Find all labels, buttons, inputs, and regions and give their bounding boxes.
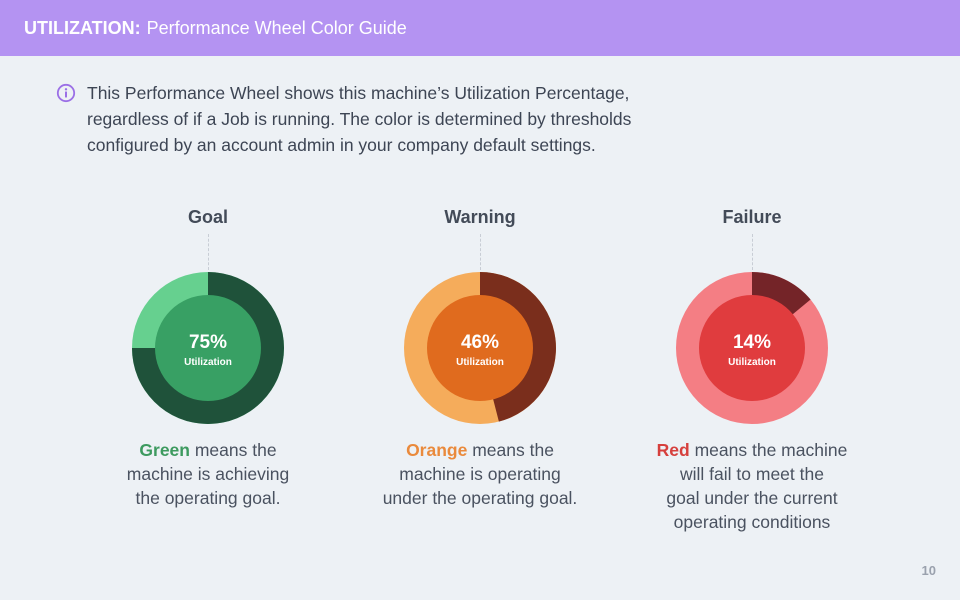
wheel-percent: 14% [733, 332, 771, 353]
performance-wheel-warning: 46% Utilization [404, 272, 556, 424]
wheel-center [427, 295, 533, 401]
info-icon [56, 83, 76, 103]
performance-wheel-goal: 75% Utilization [132, 272, 284, 424]
info-text-line: configured by an account admin in your c… [87, 135, 596, 155]
desc-line: under the operating goal. [382, 488, 578, 508]
header-label: UTILIZATION: [24, 17, 141, 38]
wheel-sub-label: Utilization [728, 357, 776, 368]
connector-line [479, 234, 481, 270]
wheel-title: Warning [444, 207, 516, 227]
connector-line [207, 234, 209, 270]
wheel-sub-label: Utilization [456, 357, 504, 368]
wheel-title: Goal [187, 207, 228, 227]
page-number: 10 [921, 563, 936, 578]
wheel-percent: 46% [461, 332, 499, 353]
desc-line: machine is achieving [126, 464, 290, 484]
header-title: Performance Wheel Color Guide [146, 17, 407, 38]
wheel-description: Red means the machine will fail to meet … [657, 438, 848, 534]
desc-line: will fail to meet the [680, 464, 824, 484]
desc-line: the operating goal. [135, 488, 281, 508]
wheel-center [699, 295, 805, 401]
desc-text: means the [189, 440, 277, 460]
desc-text: means the machine [689, 440, 848, 460]
color-word: Red [656, 440, 690, 460]
connector-line [751, 234, 753, 270]
wheel-description: Green means the machine is achieving the… [127, 438, 289, 510]
wheel-center [155, 295, 261, 401]
header-bar: UTILIZATION: Performance Wheel Color Gui… [0, 0, 960, 56]
performance-wheel-failure: 14% Utilization [676, 272, 828, 424]
desc-line: Red means the machine [657, 438, 848, 462]
info-text-line: This Performance Wheel shows this machin… [87, 83, 630, 103]
desc-line: machine is operating [399, 464, 561, 484]
info-text: This Performance Wheel shows this machin… [87, 80, 631, 158]
desc-line: goal under the current [666, 488, 838, 508]
info-text-line: regardless of if a Job is running. The c… [87, 109, 632, 129]
desc-line: Orange means the [383, 438, 578, 462]
wheel-column-goal: Goal 75% Utilization Green means the mac… [78, 200, 338, 510]
desc-text: means the [467, 440, 554, 460]
info-note: This Performance Wheel shows this machin… [56, 80, 696, 158]
wheel-sub-label: Utilization [184, 357, 232, 368]
wheel-column-failure: Failure 14% Utilization Red means the ma… [622, 200, 882, 534]
desc-line: operating conditions [673, 512, 831, 532]
wheel-description: Orange means the machine is operating un… [383, 438, 578, 510]
wheel-percent: 75% [189, 332, 227, 353]
wheel-title: Failure [722, 207, 782, 227]
color-word: Orange [406, 440, 468, 460]
color-word: Green [139, 440, 190, 460]
wheel-column-warning: Warning 46% Utilization Orange means the… [350, 200, 610, 510]
desc-line: Green means the [127, 438, 289, 462]
